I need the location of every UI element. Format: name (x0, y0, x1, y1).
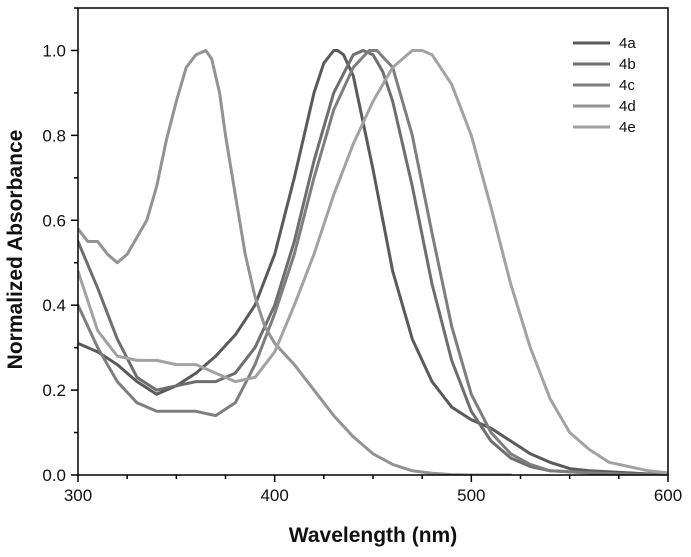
absorbance-chart: 300 400 500 600 0.0 0.2 0.4 0.6 0.8 1.0 Wavelengt… (0, 0, 691, 557)
legend-label-4c: 4c (619, 77, 635, 94)
x-tick-label: 400 (260, 486, 288, 505)
axes: 300 400 500 600 0.0 0.2 0.4 0.6 0.8 1.0 (42, 8, 682, 505)
y-tick-label: 0.8 (42, 126, 66, 145)
series-line-4d (78, 51, 511, 476)
x-axis-title: Wavelength (nm) (289, 524, 457, 547)
x-tick-label: 500 (457, 486, 485, 505)
legend-label-4b: 4b (619, 56, 636, 73)
plot-area (78, 51, 668, 476)
legend-label-4a: 4a (619, 35, 636, 52)
legend-label-4e: 4e (619, 119, 636, 136)
plot-frame (78, 8, 668, 475)
series-line-4c (78, 51, 668, 476)
legend-label-4d: 4d (619, 98, 636, 115)
x-tick-label: 600 (654, 486, 682, 505)
legend: 4a 4b 4c 4d 4e (573, 35, 636, 136)
x-tick-label: 300 (64, 486, 92, 505)
y-tick-label: 0.4 (42, 296, 66, 315)
series-line-4e (78, 51, 668, 473)
y-tick-label: 1.0 (42, 41, 66, 60)
y-tick-label: 0.0 (42, 466, 66, 485)
y-tick-label: 0.2 (42, 381, 66, 400)
y-tick-label: 0.6 (42, 211, 66, 230)
y-axis-title: Normalized Absorbance (4, 130, 27, 370)
